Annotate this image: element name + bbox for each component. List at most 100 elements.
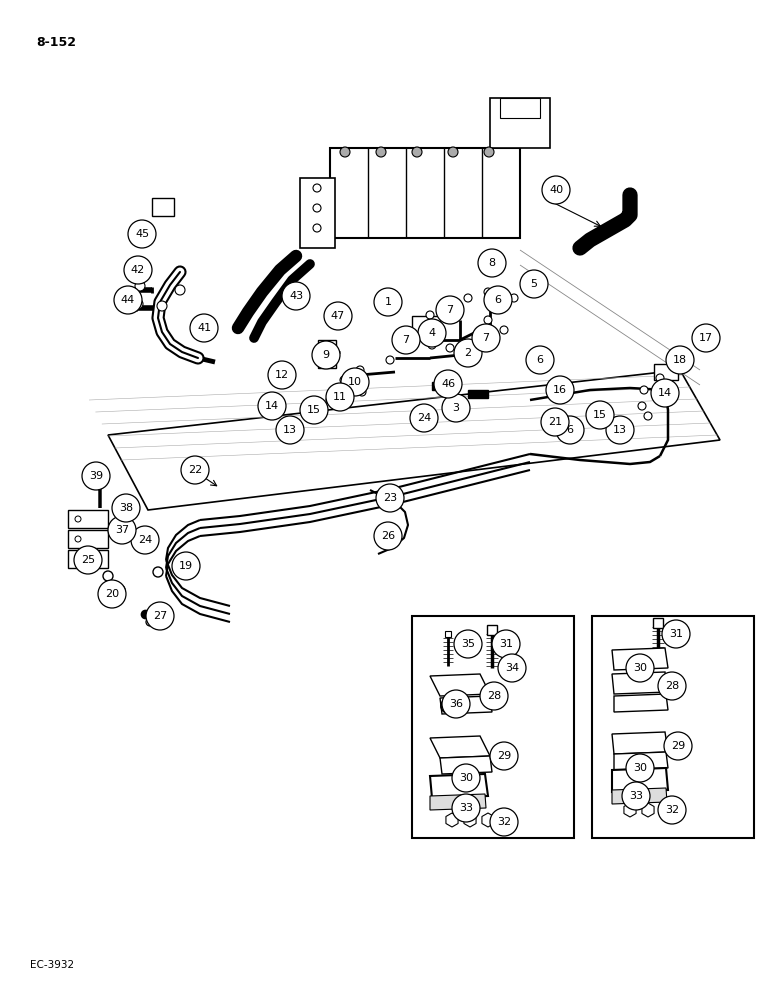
Text: 5: 5: [530, 279, 537, 289]
Text: 3: 3: [452, 403, 459, 413]
Bar: [490, 98, 550, 148]
Circle shape: [546, 376, 574, 404]
Bar: [432, 382, 452, 390]
Text: 35: 35: [461, 639, 475, 649]
Circle shape: [376, 484, 404, 512]
Bar: [592, 616, 754, 838]
Text: 8: 8: [489, 258, 496, 268]
Text: 28: 28: [487, 691, 501, 701]
Text: 31: 31: [499, 639, 513, 649]
Circle shape: [464, 294, 472, 302]
Circle shape: [135, 281, 145, 291]
Text: 45: 45: [135, 229, 149, 239]
Circle shape: [313, 204, 321, 212]
Text: 9: 9: [323, 350, 330, 360]
Circle shape: [638, 402, 646, 410]
Bar: [152, 198, 174, 216]
Polygon shape: [430, 674, 490, 696]
Circle shape: [452, 764, 480, 792]
Bar: [412, 616, 574, 838]
Circle shape: [622, 782, 650, 810]
Circle shape: [114, 286, 142, 314]
Circle shape: [75, 536, 81, 542]
Polygon shape: [612, 672, 668, 694]
Circle shape: [448, 304, 456, 312]
Circle shape: [541, 408, 569, 436]
Circle shape: [498, 654, 526, 682]
Circle shape: [128, 220, 156, 248]
Text: 37: 37: [115, 525, 129, 535]
Text: 32: 32: [665, 805, 679, 815]
Circle shape: [442, 394, 470, 422]
Circle shape: [454, 630, 482, 658]
Text: 21: 21: [548, 417, 562, 427]
Polygon shape: [612, 732, 668, 754]
Text: 6: 6: [537, 355, 543, 365]
Circle shape: [326, 396, 334, 404]
Circle shape: [640, 386, 648, 394]
Text: 30: 30: [459, 773, 473, 783]
Polygon shape: [430, 736, 490, 758]
Circle shape: [510, 294, 518, 302]
Text: 18: 18: [673, 355, 687, 365]
Circle shape: [664, 732, 692, 760]
Text: 30: 30: [633, 763, 647, 773]
Text: 42: 42: [131, 265, 145, 275]
Circle shape: [108, 516, 136, 544]
Circle shape: [490, 742, 518, 770]
Text: 32: 32: [497, 817, 511, 827]
Circle shape: [326, 383, 354, 411]
Text: 29: 29: [671, 741, 685, 751]
Circle shape: [586, 401, 614, 429]
Text: 1: 1: [384, 297, 391, 307]
Circle shape: [484, 147, 494, 157]
Bar: [300, 178, 335, 248]
Polygon shape: [430, 794, 486, 810]
Text: 14: 14: [658, 388, 672, 398]
Text: 31: 31: [669, 629, 683, 639]
Bar: [500, 98, 540, 118]
Circle shape: [472, 324, 500, 352]
Circle shape: [436, 296, 464, 324]
Circle shape: [356, 366, 364, 374]
Circle shape: [644, 412, 652, 420]
Text: 28: 28: [665, 681, 679, 691]
Text: 13: 13: [613, 425, 627, 435]
Text: 23: 23: [383, 493, 397, 503]
Circle shape: [442, 690, 470, 718]
Circle shape: [133, 299, 143, 309]
Text: 8-152: 8-152: [36, 36, 76, 49]
Text: 13: 13: [283, 425, 297, 435]
Bar: [654, 364, 678, 380]
Text: 47: 47: [331, 311, 345, 321]
Circle shape: [312, 341, 340, 369]
Circle shape: [131, 526, 159, 554]
Text: 20: 20: [105, 589, 119, 599]
Circle shape: [484, 286, 512, 314]
Circle shape: [341, 368, 369, 396]
Circle shape: [480, 682, 508, 710]
Text: 24: 24: [138, 535, 152, 545]
Circle shape: [418, 319, 446, 347]
Text: 44: 44: [121, 295, 135, 305]
Circle shape: [374, 522, 402, 550]
Circle shape: [626, 754, 654, 782]
Text: EC-3932: EC-3932: [30, 960, 74, 970]
Circle shape: [82, 462, 110, 490]
Circle shape: [74, 546, 102, 574]
Polygon shape: [614, 694, 668, 712]
Bar: [330, 148, 520, 238]
Circle shape: [626, 654, 654, 682]
Text: 33: 33: [459, 803, 473, 813]
Text: 17: 17: [699, 333, 713, 343]
Polygon shape: [612, 648, 668, 670]
Text: 43: 43: [289, 291, 303, 301]
Circle shape: [157, 301, 167, 311]
Circle shape: [500, 326, 508, 334]
Circle shape: [452, 794, 480, 822]
Circle shape: [434, 370, 462, 398]
Circle shape: [666, 346, 694, 374]
Bar: [68, 530, 108, 548]
Circle shape: [324, 302, 352, 330]
Circle shape: [313, 224, 321, 232]
